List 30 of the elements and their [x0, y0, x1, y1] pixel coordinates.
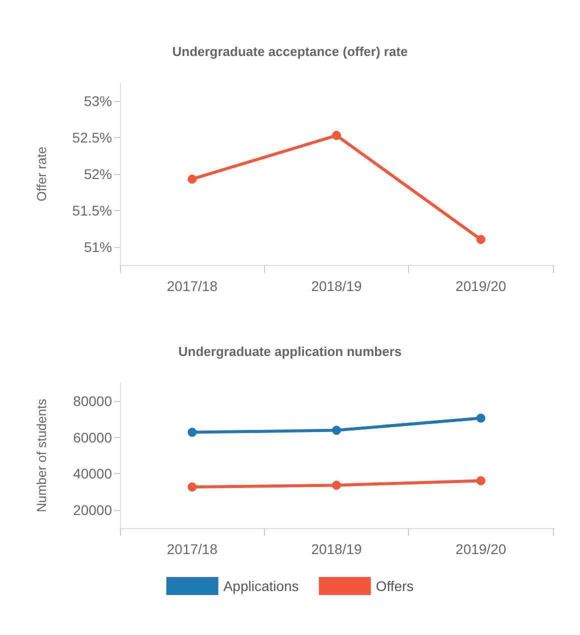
y-tick-label: 20000 — [73, 502, 112, 518]
x-tick-label: 2017/18 — [166, 541, 218, 557]
chart-title: Undergraduate acceptance (offer) rate — [172, 44, 408, 59]
point — [476, 235, 486, 244]
y-tick-label: 80000 — [73, 393, 112, 410]
legend-label: Applications — [223, 578, 299, 594]
point — [332, 130, 341, 140]
point — [188, 482, 197, 492]
point — [332, 426, 341, 435]
x-tick-label: 2019/20 — [456, 278, 506, 294]
y-tick-label: 51% — [84, 238, 112, 255]
point — [476, 414, 486, 423]
y-tick-label: 40000 — [73, 466, 112, 482]
y-axis-title: Number of students — [34, 398, 49, 512]
x-tick-label: 2017/18 — [166, 278, 218, 294]
point — [188, 174, 197, 184]
y-tick-label: 53% — [84, 93, 112, 110]
legend-label: Offers — [376, 578, 414, 594]
x-tick-label: 2019/20 — [456, 541, 506, 557]
y-tick-label: 60000 — [73, 429, 112, 446]
x-tick-label: 2018/19 — [311, 278, 362, 294]
point — [476, 476, 486, 486]
chart-title: Undergraduate application numbers — [178, 344, 402, 359]
y-tick-label: 52% — [84, 166, 112, 182]
point — [332, 480, 341, 490]
x-tick-label: 2018/19 — [311, 541, 362, 557]
y-tick-label: 51.5% — [72, 202, 112, 218]
point — [188, 428, 197, 437]
y-tick-label: 52.5% — [72, 130, 112, 146]
y-axis-title: Offer rate — [34, 146, 49, 202]
